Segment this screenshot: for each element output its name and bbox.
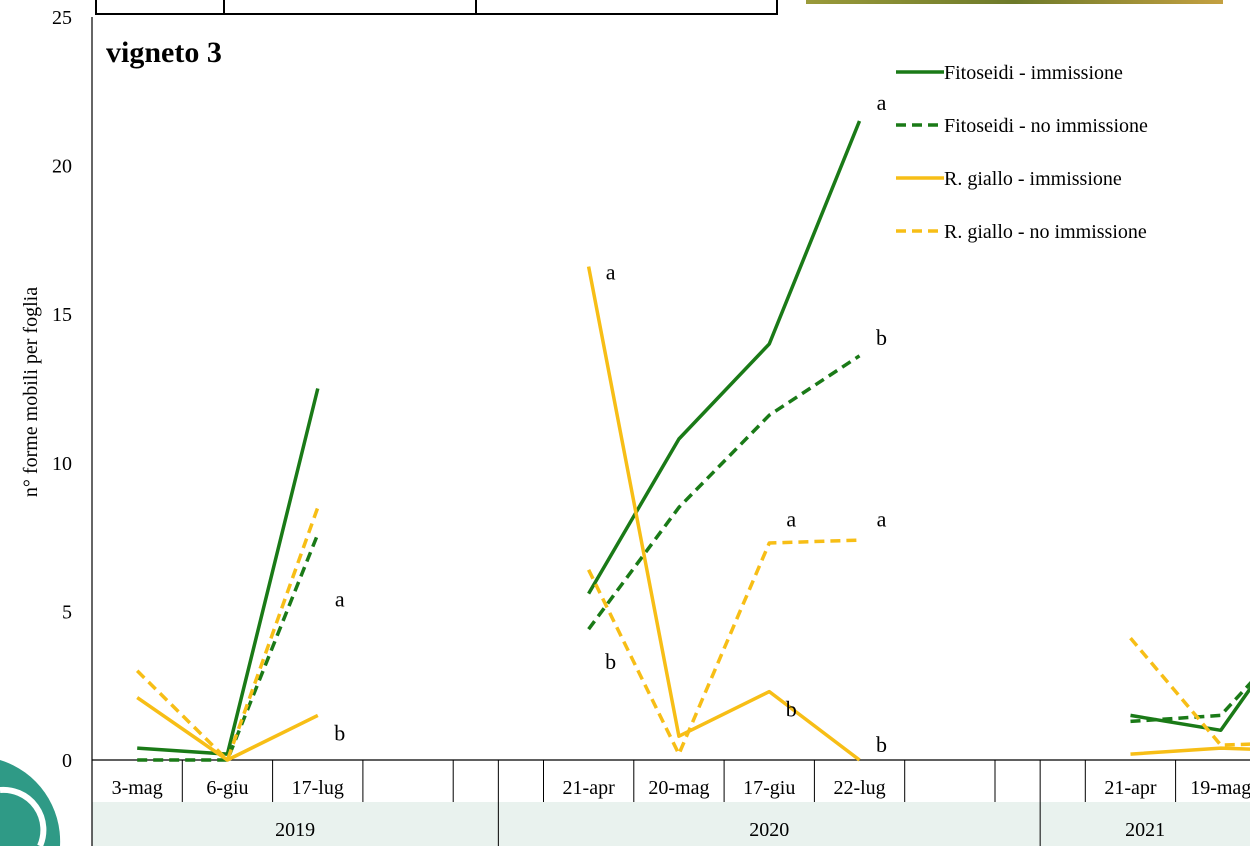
legend: Fitoseidi - immissione Fitoseidi - no imm… [896,62,1148,243]
significance-letter: a [877,506,887,531]
x-tick-label: 17-lug [292,777,344,799]
significance-letter: a [786,506,796,531]
series-line [1130,685,1250,733]
series-line [587,538,860,756]
y-tick-label: 15 [52,304,72,326]
year-label: 2021 [1125,819,1165,841]
chart-title: vigneto 3 [106,36,222,69]
significance-letter: a [877,90,887,115]
significance-letter: b [876,325,887,350]
logo-fragment [0,760,61,846]
cropped-table-fragment [95,0,778,15]
series-line [136,696,319,762]
significance-letter: b [876,732,887,757]
series-line [587,354,861,631]
series-line [137,533,320,762]
x-tick-label: 6-giu [206,777,248,799]
significance-letter: b [786,696,797,721]
logo-arc-inner [0,786,47,846]
cropped-photo-fragment [806,0,1223,4]
x-tick-label: 20-mag [648,777,709,799]
x-tick-label: 17-giu [743,777,795,799]
significance-letter: a [335,587,345,612]
x-tick-label: 22-lug [833,777,885,799]
series-line [586,266,861,762]
year-label: 2019 [275,819,315,841]
significance-letter: b [605,649,616,674]
legend-label: R. giallo - immissione [944,168,1122,190]
x-tick-label: 19-mag [1190,777,1250,799]
x-tick-label: 3-mag [112,777,163,799]
significance-letter: a [606,260,616,285]
series-line [1130,746,1250,756]
x-tick-label: 21-apr [563,777,616,799]
series-line [587,120,862,595]
y-tick-label: 25 [52,7,72,29]
y-tick-label: 0 [62,750,72,772]
series-line [135,506,320,762]
x-tick-label: 21-apr [1104,777,1157,799]
y-tick-label: 10 [52,453,72,475]
legend-label: R. giallo - no immissione [944,221,1147,243]
series-line [1129,636,1250,747]
series-line [1130,681,1250,724]
y-tick-label: 5 [62,601,72,623]
year-band [92,802,1250,846]
legend-label: Fitoseidi - immissione [944,62,1123,84]
y-tick-label: 20 [52,156,72,178]
significance-letter: b [334,720,345,745]
legend-label: Fitoseidi - no immissione [944,115,1148,137]
year-label: 2020 [749,819,789,841]
series-line [137,388,320,756]
y-axis-label: n° forme mobili per foglia [20,287,42,497]
